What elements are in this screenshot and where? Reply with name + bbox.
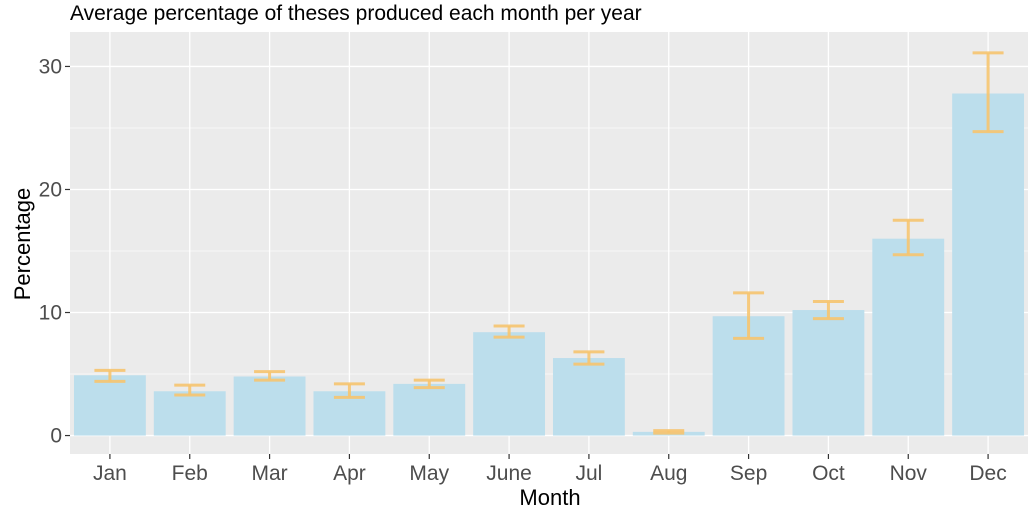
x-tick-label-sep: Sep	[730, 462, 767, 485]
error-bar-june	[493, 324, 525, 339]
bar-oct	[792, 310, 865, 436]
x-tick-label-may: May	[409, 462, 449, 485]
bar-may	[393, 383, 466, 436]
x-axis-ticks: Jan Feb Mar Apr May June Jul Aug Sep Oct Nov Dec	[93, 454, 1007, 485]
error-bar-mar	[254, 370, 286, 382]
x-tick-label-june: June	[486, 462, 532, 485]
bar-june	[473, 332, 546, 436]
error-bar-dec	[972, 51, 1004, 134]
bar-jul	[552, 358, 625, 436]
x-tick-label-feb: Feb	[172, 462, 208, 485]
y-axis-title: Percentage	[10, 188, 35, 301]
bar-jan	[73, 375, 146, 436]
error-bar-jan	[94, 368, 126, 383]
bars	[73, 93, 1025, 436]
x-tick-label-apr: Apr	[333, 462, 366, 485]
bar-nov	[872, 238, 945, 436]
x-axis-title: Month	[519, 485, 580, 510]
x-tick-label-dec: Dec	[969, 462, 1006, 485]
x-tick-label-mar: Mar	[251, 462, 287, 485]
y-tick-label: 20	[39, 178, 62, 201]
error-bar-nov	[892, 218, 924, 257]
y-tick-label: 10	[39, 302, 62, 325]
error-bars	[94, 51, 1004, 435]
bar-feb	[153, 391, 226, 436]
error-bar-aug	[653, 429, 685, 435]
x-tick-label-oct: Oct	[812, 462, 845, 485]
x-tick-label-aug: Aug	[650, 462, 687, 485]
error-bar-feb	[174, 383, 206, 397]
x-tick-label-nov: Nov	[890, 462, 928, 485]
bar-dec	[952, 93, 1025, 436]
y-tick-label: 0	[50, 425, 62, 448]
y-axis-ticks: 0 10 20 30	[39, 55, 70, 448]
plot-panel	[70, 32, 1028, 454]
chart-title: Average percentage of theses produced ea…	[70, 2, 642, 25]
error-bar-sep	[733, 291, 765, 340]
error-bar-may	[413, 378, 445, 390]
y-tick-label: 30	[39, 55, 62, 78]
x-tick-label-jul: Jul	[575, 462, 602, 485]
x-tick-label-jan: Jan	[93, 462, 127, 485]
error-bar-oct	[812, 299, 844, 321]
bar-mar	[233, 376, 306, 436]
error-bar-apr	[333, 382, 365, 399]
error-bar-jul	[573, 350, 605, 366]
